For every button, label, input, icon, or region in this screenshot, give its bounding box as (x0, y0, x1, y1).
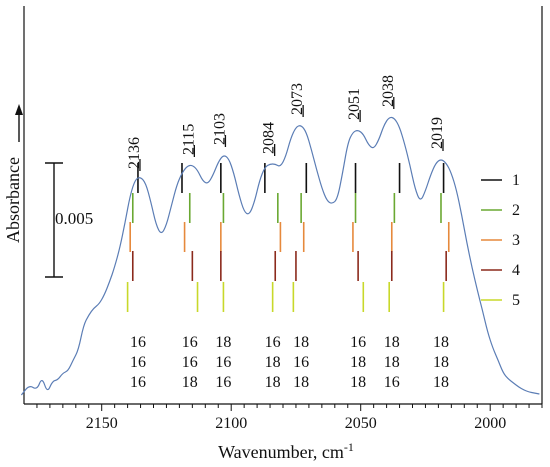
stick-rows (126, 163, 450, 312)
x-tick-label: 2000 (474, 415, 506, 432)
peak-label-text: 2103 (211, 113, 228, 145)
isotope-label: 16 (265, 334, 281, 351)
x-axis-label-text: Wavenumber, cm (218, 442, 344, 462)
peak-label-text: 2115 (180, 124, 197, 155)
isotope-label: 16 (384, 374, 400, 391)
y-axis-label-group: Absorbance (3, 104, 23, 243)
legend-label: 1 (512, 172, 520, 189)
peak-label: 2019 (429, 117, 446, 151)
scale-bar: 0.005 (45, 162, 93, 278)
isotope-label-columns: 16 16 16 16 16 18 18 16 16 16 18 18 18 16 18 16 18 18 18 18… (130, 334, 449, 391)
isotope-label: 16 (350, 334, 366, 351)
peak-label-text: 2051 (346, 88, 363, 120)
isotope-label: 16 (182, 354, 198, 371)
peak-label: 2136 (126, 137, 143, 171)
x-axis-label-superscript: -1 (344, 440, 354, 454)
x-tick-label: 2100 (215, 415, 247, 432)
isotope-label: 18 (293, 334, 309, 351)
isotope-label: 18 (215, 334, 231, 351)
peak-label: 2038 (380, 75, 397, 109)
isotope-label: 18 (350, 354, 366, 371)
plot-frame (23, 6, 543, 405)
peak-label-text: 2019 (429, 117, 446, 149)
x-axis-label: Wavenumber, cm-1 (218, 440, 354, 462)
legend: 1 2 3 4 5 (481, 172, 520, 309)
isotope-label: 16 (293, 354, 309, 371)
peak-label-text: 2073 (289, 83, 306, 115)
legend-item: 4 (481, 262, 520, 279)
isotope-label: 18 (182, 374, 198, 391)
isotope-label: 18 (265, 374, 281, 391)
legend-item: 2 (481, 202, 520, 219)
isotope-label: 18 (384, 354, 400, 371)
peak-label: 2051 (346, 88, 363, 122)
peak-label: 2115 (180, 124, 197, 157)
isotope-label: 16 (215, 354, 231, 371)
spectrum-line (20, 116, 540, 396)
isotope-label: 16 (130, 354, 146, 371)
isotope-label: 18 (384, 334, 400, 351)
legend-item: 5 (481, 292, 520, 309)
isotope-label: 18 (350, 374, 366, 391)
peak-label: 2103 (211, 113, 228, 147)
x-axis-ticks: 2150 2100 2050 2000 (36, 404, 543, 432)
legend-label: 4 (512, 262, 520, 279)
isotope-label: 16 (130, 374, 146, 391)
legend-label: 5 (512, 292, 520, 309)
peak-label: 2084 (261, 122, 278, 156)
peak-label: 2073 (289, 83, 306, 117)
legend-item: 1 (481, 172, 520, 189)
isotope-label: 16 (130, 334, 146, 351)
isotope-label: 18 (293, 374, 309, 391)
x-tick-label: 2150 (86, 415, 118, 432)
peak-labels: 2136 2115 2103 2084 2073 2051 2038 2019 (126, 75, 446, 171)
scale-bar-label: 0.005 (55, 209, 93, 228)
legend-label: 3 (512, 232, 520, 249)
isotope-label: 16 (182, 334, 198, 351)
isotope-label: 18 (433, 334, 449, 351)
isotope-label: 18 (265, 354, 281, 371)
isotope-label: 16 (215, 374, 231, 391)
legend-label: 2 (512, 202, 520, 219)
isotope-label: 18 (433, 374, 449, 391)
isotope-label: 18 (433, 354, 449, 371)
peak-label-text: 2136 (126, 137, 143, 169)
y-axis-arrowhead (15, 104, 23, 115)
x-tick-label: 2050 (345, 415, 377, 432)
peak-label-text: 2038 (380, 75, 397, 107)
peak-label-text: 2084 (261, 122, 278, 154)
legend-item: 3 (481, 232, 520, 249)
y-axis-label: Absorbance (3, 157, 23, 243)
